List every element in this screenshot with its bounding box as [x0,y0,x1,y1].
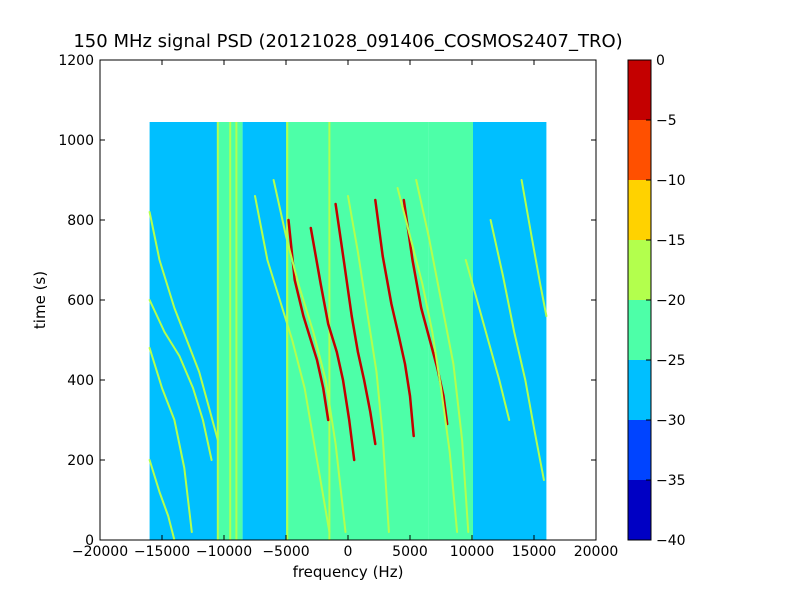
colorbar-tick-label: −15 [656,233,686,249]
y-tick-label: 800 [67,213,94,229]
colorbar-tick-label: −40 [656,533,686,549]
heatmap-region [242,122,286,540]
x-tick-label: 15000 [512,544,557,560]
x-tick-label: −5000 [262,544,309,560]
y-axis-label: time (s) [31,271,49,329]
colorbar-segment [628,480,651,540]
doppler-trace [415,179,470,533]
doppler-trace [334,202,377,446]
doppler-trace [148,299,213,461]
doppler-trace [520,179,548,317]
colorbar-segment [628,60,651,120]
chart-title: 150 MHz signal PSD (20121028_091406_COSM… [73,31,622,52]
colorbar-tick-label: −35 [656,473,686,489]
doppler-trace [254,195,331,533]
doppler-trace [347,195,390,533]
x-tick-label: 0 [344,544,353,560]
x-tick-label: 20000 [574,544,619,560]
x-tick-label: 5000 [392,544,428,560]
x-tick-label: −20000 [72,544,128,560]
colorbar-segment [628,360,651,420]
y-tick-label: 400 [67,373,94,389]
colorbar-tick-label: −25 [656,353,686,369]
doppler-trace [272,179,347,533]
doppler-trace [148,211,219,441]
y-tick-label: 0 [85,533,94,549]
colorbar-segment [628,300,651,360]
colorbar-tick-label: −20 [656,293,686,309]
colorbar-segment [628,120,651,180]
y-tick-label: 1200 [58,53,94,69]
colorbar: −40 −35 −30 −25 −20 −15 −10 −5 0 [627,53,686,549]
heatmap-region [286,122,429,540]
doppler-trace [464,259,511,421]
doppler-trace [148,347,193,533]
doppler-trace [287,218,330,422]
doppler-trace [148,459,176,540]
colorbar-tick-label: −10 [656,173,686,189]
y-tick-label: 200 [67,453,94,469]
colorbar-tick-label: −30 [656,413,686,429]
x-tick-label: −15000 [134,544,190,560]
heatmap-region [472,122,547,540]
doppler-trace [309,226,356,462]
doppler-trace [396,187,459,533]
colorbar-segment [628,180,651,240]
doppler-trace [374,198,415,438]
x-axis-label: frequency (Hz) [293,563,404,581]
y-tick-label: 600 [67,293,94,309]
x-tick-label: 10000 [450,544,495,560]
y-tick-label: 1000 [58,133,94,149]
heatmap-data [148,122,548,540]
colorbar-segment [628,240,651,300]
colorbar-segment [628,420,651,480]
colorbar-tick-label: 0 [656,53,665,69]
doppler-trace [489,219,545,481]
colorbar-tick-label: −5 [656,113,677,129]
plot-axes: −20000 −15000 −10000 −5000 0 5000 10000 15000 20… [58,53,618,560]
x-tick-label: −10000 [196,544,252,560]
doppler-trace [402,198,449,426]
